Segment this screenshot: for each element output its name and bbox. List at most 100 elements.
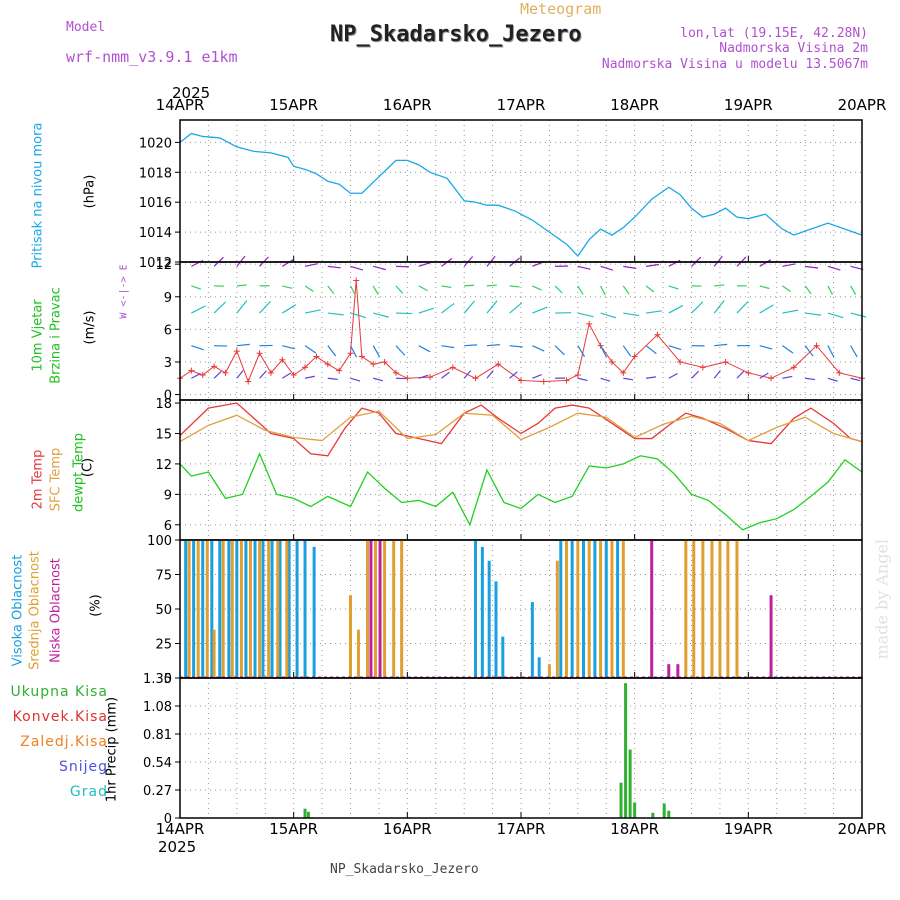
wind-speed-point: [370, 361, 377, 368]
wind-speed-point: [620, 369, 627, 376]
wind-speed-point: [574, 372, 581, 379]
wind-arrow: [281, 304, 297, 314]
srednja-oblacnost-bar: [392, 540, 396, 678]
date-label: 15APR: [269, 96, 319, 114]
visoka-oblacnost-bar: [227, 540, 231, 678]
wind-arrow: [759, 372, 769, 379]
wind-arrow: [191, 305, 206, 314]
wind-arrow: [554, 345, 565, 356]
y-tick-label: 0: [164, 812, 172, 827]
niska-oblacnost-bar: [378, 540, 382, 678]
wind-arrow: [213, 301, 227, 314]
srednja-oblacnost-bar: [285, 540, 289, 678]
wind-arrow: [668, 372, 678, 379]
date-label: 17APR: [496, 820, 546, 838]
wind-arrow: [850, 377, 861, 382]
wind-speed-point: [745, 369, 752, 376]
wind-arrow: [532, 285, 542, 291]
wind-arrow: [236, 300, 248, 314]
wind-arrow: [349, 345, 358, 358]
wind-arrow: [736, 301, 749, 314]
wind-arrow: [509, 371, 518, 379]
wind-speed-point: [563, 377, 570, 384]
wind-speed-point: [677, 358, 684, 365]
wind-arrow: [532, 374, 542, 379]
ukupna-kisa-bar: [662, 803, 666, 818]
wind-speed-point: [199, 372, 206, 379]
date-label: 18APR: [610, 820, 660, 838]
niska-oblacnost-bar: [676, 664, 680, 678]
wind-arrow: [509, 345, 523, 348]
visoka-oblacnost-bar: [270, 540, 274, 678]
y-tick-label: 9: [164, 488, 172, 503]
wind-arrow: [304, 263, 318, 267]
legend-conv-precip: Konvek.Kisa: [12, 709, 108, 725]
wind-speed-point: [353, 277, 360, 284]
wind-arrow: [213, 370, 222, 379]
elevation-info: Nadmorska Visina 2m: [719, 41, 868, 56]
wind-arrow: [486, 300, 498, 314]
wind-arrow: [782, 263, 796, 267]
wind-arrow: [645, 263, 659, 267]
srednja-oblacnost-bar: [221, 540, 225, 678]
y-tick-label: 12: [155, 258, 172, 273]
wind-arrow: [714, 284, 725, 287]
srednja-oblacnost-bar: [258, 540, 262, 678]
wind-arrow: [281, 258, 294, 267]
wind-arrow: [236, 370, 244, 379]
srednja-oblacnost-bar: [248, 540, 252, 678]
wind-arrow: [395, 345, 406, 356]
date-label: 17APR: [496, 96, 546, 114]
srednja-oblacnost-bar: [196, 540, 200, 678]
y-tick-label: 0.81: [143, 728, 172, 743]
srednja-oblacnost-bar: [230, 540, 234, 678]
ukupna-kisa-bar: [303, 808, 307, 818]
wind-arrow: [373, 377, 384, 382]
wind-arrow: [191, 373, 201, 379]
wind-speed-point: [233, 348, 240, 355]
wind-speed-point: [790, 364, 797, 371]
wind-arrow: [327, 265, 341, 269]
visoka-oblacnost-bar: [295, 540, 299, 678]
wind-arrow: [282, 345, 296, 350]
wind-speed-point: [313, 353, 320, 360]
date-label: 15APR: [269, 820, 319, 838]
wind-arrow: [463, 370, 472, 379]
wind-arrow: [304, 285, 314, 293]
model-name: wrf-nmm_v3.9.1 e1km: [66, 48, 238, 66]
y-tick-label: 50: [155, 603, 172, 618]
wind-arrow: [827, 265, 841, 271]
pressure-line: [179, 132, 863, 258]
visoka-oblacnost-bar: [287, 540, 291, 678]
wind-arrow: [372, 345, 381, 358]
dewpt-temp-line: [179, 452, 863, 531]
wind-arrow: [418, 285, 428, 292]
y-tick-label: 0.27: [143, 784, 172, 799]
y-tick-label: 3: [164, 356, 172, 371]
visoka-oblacnost-bar: [253, 540, 257, 678]
wind-arrow: [623, 377, 634, 381]
srednja-oblacnost-bar: [239, 540, 243, 678]
wind-arrow: [600, 345, 608, 358]
wind-arrow: [827, 377, 838, 382]
wind-arrow: [782, 285, 791, 293]
wind-arrow: [668, 259, 681, 267]
srednja-oblacnost-bar: [726, 540, 730, 678]
wind-arrow: [645, 285, 655, 293]
wind-arrow: [349, 285, 356, 296]
y-tick-label: 6: [164, 519, 172, 534]
visoka-oblacnost-bar: [593, 540, 597, 678]
y-tick-label: 100: [147, 534, 172, 549]
wind-arrow: [554, 285, 563, 294]
precip-panel-frame: [179, 677, 863, 819]
wind-arrow: [804, 285, 812, 295]
y-tick-label: 1016: [139, 196, 172, 211]
wind-arrow: [577, 312, 594, 318]
srednja-oblacnost-bar: [205, 540, 209, 678]
y-tick-label: 0: [164, 389, 172, 404]
wind-arrow: [418, 345, 431, 353]
wind-arrow: [600, 285, 606, 296]
date-label: 19APR: [723, 96, 773, 114]
wind-arrow: [372, 285, 379, 295]
srednja-oblacnost-bar: [587, 540, 591, 678]
